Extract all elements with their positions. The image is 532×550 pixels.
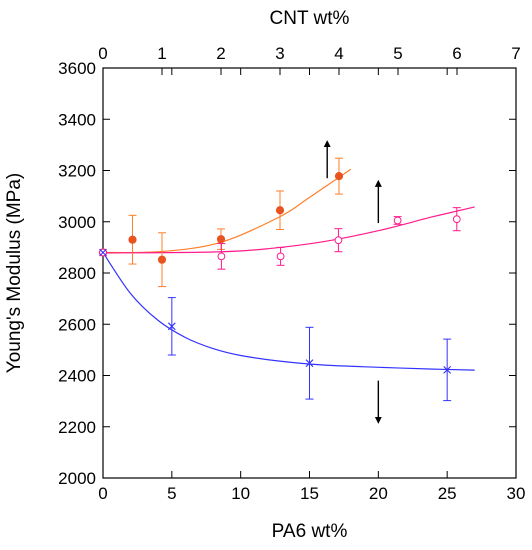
error-bars-layer [128, 157, 461, 402]
left-tick-label: 3200 [58, 162, 96, 181]
left-tick-label: 2600 [58, 315, 96, 334]
bottom-tick-label: 25 [438, 484, 457, 503]
left-tick-label: 3400 [58, 110, 96, 129]
top-tick-label: 6 [452, 44, 461, 63]
bottom-tick-label: 10 [231, 484, 250, 503]
fit-curve-series-1 [102, 168, 352, 254]
bottom-tick-label: 20 [369, 484, 388, 503]
arrows-layer [323, 140, 382, 424]
data-point [167, 322, 176, 331]
data-point [128, 235, 137, 244]
y-axis-title: Young's Modulus (MPa) [4, 173, 25, 373]
data-point [275, 206, 285, 215]
data-point [443, 365, 452, 374]
left-tick-label: 2200 [58, 418, 96, 437]
bottom-tick-label: 30 [507, 484, 526, 503]
top-tick-label: 5 [393, 44, 402, 63]
data-points-layer [98, 172, 461, 374]
labels-layer: 0 5 10 15 20 25 30 0 1 2 3 4 5 6 7 2000 2200 2400 2600 2800… [4, 8, 525, 542]
left-tick-label: 3600 [58, 59, 96, 78]
left-tick-label: 3000 [58, 213, 96, 232]
data-point [334, 172, 344, 181]
top-tick-label: 3 [275, 44, 284, 63]
data-point [217, 252, 226, 261]
data-point [157, 255, 167, 264]
data-point [452, 215, 461, 224]
data-point [216, 235, 226, 244]
data-point [99, 248, 107, 257]
fit-curves-layer [102, 168, 475, 371]
top-axis-title: CNT wt% [270, 8, 350, 29]
x-axis-title: PA6 wt% [272, 521, 348, 542]
top-tick-label: 1 [157, 44, 166, 63]
bottom-tick-label: 15 [300, 484, 319, 503]
fit-curve-series-3 [102, 252, 475, 371]
fit-curve-series-2 [102, 206, 475, 254]
top-tick-label: 4 [334, 44, 343, 63]
axes-layer [102, 67, 517, 479]
left-tick-label: 2000 [58, 469, 96, 488]
data-point [305, 359, 314, 368]
left-tick-label: 2400 [58, 367, 96, 386]
left-tick-label: 2800 [58, 264, 96, 283]
bottom-tick-label: 0 [98, 484, 107, 503]
top-tick-label: 7 [511, 44, 520, 63]
top-tick-label: 0 [98, 44, 107, 63]
data-point [276, 252, 285, 261]
top-tick-label: 2 [216, 44, 225, 63]
plot-frame [102, 67, 517, 479]
data-point [393, 216, 402, 225]
data-point [334, 236, 343, 245]
bottom-tick-label: 5 [167, 484, 176, 503]
